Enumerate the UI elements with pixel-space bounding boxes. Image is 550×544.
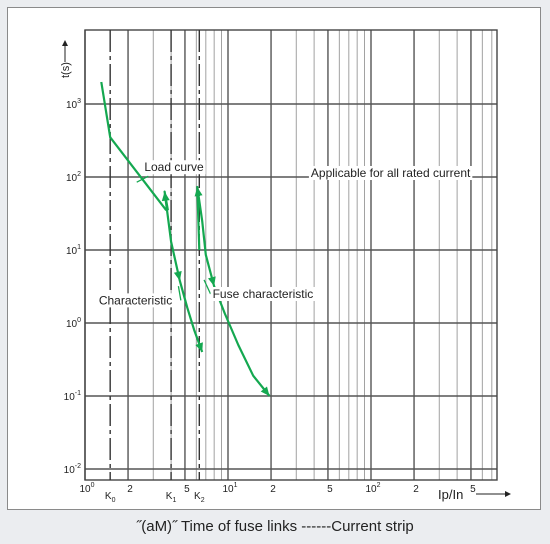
x-tick-label: 2 bbox=[270, 484, 276, 495]
annotation-leader bbox=[136, 175, 149, 183]
k-marker-label: K1 bbox=[166, 491, 177, 504]
annotation-bg bbox=[96, 293, 175, 308]
y-axis-title-text: t(s) bbox=[60, 62, 72, 78]
annotation-bg bbox=[142, 160, 206, 175]
annotation-text: Load curve bbox=[144, 160, 204, 174]
k-marker-label: K2 bbox=[194, 491, 205, 504]
x-axis-title-text: Ip/In bbox=[438, 487, 463, 502]
annotation-leader bbox=[203, 279, 212, 295]
series-arrowhead bbox=[260, 386, 270, 396]
k-marker-lines bbox=[109, 30, 201, 480]
x-tick-label: 2 bbox=[413, 484, 419, 495]
k-marker-label: K0 bbox=[105, 491, 116, 504]
y-axis-title-arrowhead bbox=[62, 40, 68, 46]
arrowheads bbox=[161, 187, 270, 396]
series-arrowhead bbox=[208, 276, 216, 287]
x-axis-title-arrowhead bbox=[505, 491, 511, 497]
figure-caption: ˝(aM)˝ Time of fuse links ------Current … bbox=[136, 518, 414, 535]
annotation-bg bbox=[210, 287, 316, 302]
series-arrowhead bbox=[161, 191, 170, 202]
plot-border bbox=[84, 29, 498, 481]
tick-labels: 103 102 101 100 10-1 10-2 100 2 5 101 2 5 102 2 5 K0 K1 K… bbox=[64, 98, 477, 504]
y-axis-title: t(s) bbox=[60, 62, 72, 78]
grid-layer bbox=[84, 29, 498, 481]
annotation-text: Characteristic bbox=[99, 293, 172, 307]
chart-frame bbox=[7, 7, 541, 510]
x-tick-label: 101 bbox=[222, 482, 237, 495]
annotation-bg bbox=[308, 166, 473, 180]
x-tick-label: 100 bbox=[79, 482, 94, 495]
x-tick-label: 5 bbox=[327, 484, 333, 495]
series-line bbox=[100, 81, 168, 211]
x-tick-label: 5 bbox=[470, 484, 476, 495]
y-tick-label: 103 bbox=[66, 98, 81, 111]
annotations: Load curve Applicable for all rated curre… bbox=[96, 160, 473, 308]
x-tick-label: 2 bbox=[127, 484, 133, 495]
annotation-text: Fuse characteristic bbox=[213, 287, 314, 301]
y-tick-label: 102 bbox=[66, 171, 81, 184]
x-tick-label: 5 bbox=[184, 484, 190, 495]
series-arrowhead bbox=[194, 187, 203, 197]
chart-svg: Load curve Applicable for all rated curre… bbox=[60, 29, 511, 504]
y-tick-label: 10-2 bbox=[64, 463, 81, 476]
annotation-leader bbox=[177, 286, 182, 301]
y-tick-label: 10-1 bbox=[64, 390, 81, 403]
series-arrowhead bbox=[195, 342, 203, 352]
x-tick-label: 102 bbox=[365, 482, 380, 495]
y-tick-label: 100 bbox=[66, 317, 81, 330]
y-tick-label: 101 bbox=[66, 244, 81, 257]
series-arrowhead bbox=[173, 271, 182, 281]
annotation-text: Applicable for all rated current bbox=[311, 166, 471, 180]
